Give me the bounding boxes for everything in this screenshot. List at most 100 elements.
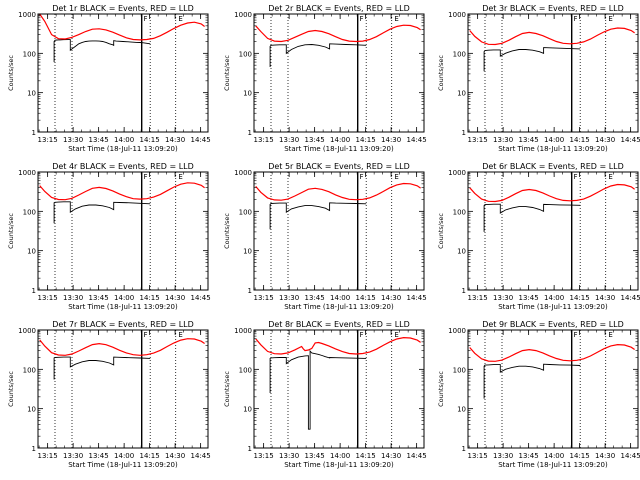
x-tick-label: 14:00 [544,452,564,460]
y-tick-label: 10 [243,90,252,98]
y-tick-label: 10 [457,406,466,414]
panel-title: Det 4r BLACK = Events, RED = LLD [52,162,194,171]
x-tick-label: 13:15 [468,294,488,302]
x-tick-label: 13:15 [38,136,58,144]
panel-det-5: Det 5r BLACK = Events, RED = LLD F E 1 10 100… [223,162,427,311]
x-tick-label: 13:30 [493,452,513,460]
y-tick-label: 100 [453,366,466,374]
x-tick-label: 13:45 [89,136,109,144]
marker-label-F: F [574,173,578,181]
x-tick-label: 13:45 [89,294,109,302]
x-axis-label: Start Time (18-Jul-11 13:09:20) [498,145,608,153]
marker-label-E: E [608,173,612,181]
marker-label-F: F [360,331,364,339]
marker-label-E: E [178,331,182,339]
x-tick-label: 13:45 [305,294,325,302]
y-tick-label: 100 [453,50,466,58]
plot-frame [253,171,425,291]
x-tick-label: 14:00 [544,136,564,144]
panel-title: Det 3r BLACK = Events, RED = LLD [482,4,624,13]
x-tick-label: 14:15 [570,294,590,302]
x-tick-label: 14:00 [114,452,134,460]
x-axis-label: Start Time (18-Jul-11 13:09:20) [68,461,178,469]
marker-label-F: F [360,173,364,181]
x-tick-label: 13:45 [519,452,539,460]
panel-det-7: Det 7r BLACK = Events, RED = LLD F E 1 10 100… [7,320,211,469]
x-tick-label: 14:15 [570,452,590,460]
x-axis-label: Start Time (18-Jul-11 13:09:20) [498,461,608,469]
panel-title: Det 9r BLACK = Events, RED = LLD [482,320,624,329]
x-tick-label: 14:00 [330,294,350,302]
x-tick-label: 14:30 [381,136,401,144]
x-tick-label: 14:45 [191,136,211,144]
x-tick-label: 14:45 [621,136,640,144]
y-tick-label: 1000 [448,169,466,177]
marker-label-F: F [574,331,578,339]
marker-label-F: F [360,15,364,23]
marker-label-F: F [144,331,148,339]
y-axis-label: Counts/sec [7,371,15,407]
x-tick-label: 14:30 [595,136,615,144]
x-tick-label: 14:15 [570,136,590,144]
panel-title: Det 1r BLACK = Events, RED = LLD [52,4,194,13]
lld-series-line [39,14,205,41]
x-tick-label: 14:45 [621,452,640,460]
plot-frame [37,171,209,291]
y-tick-label: 1000 [18,11,36,19]
marker-label-E: E [178,15,182,23]
x-tick-label: 13:15 [468,136,488,144]
x-tick-label: 13:15 [38,452,58,460]
x-tick-label: 14:45 [407,136,427,144]
x-tick-label: 14:15 [356,136,376,144]
marker-label-E: E [608,331,612,339]
x-tick-label: 14:45 [621,294,640,302]
x-tick-label: 14:00 [544,294,564,302]
x-tick-label: 14:30 [381,294,401,302]
lld-series-line [469,343,635,362]
x-tick-label: 14:00 [114,136,134,144]
y-tick-label: 1000 [448,11,466,19]
x-tick-label: 13:45 [89,452,109,460]
lld-series-line [39,182,205,201]
y-tick-label: 10 [457,248,466,256]
x-axis-label: Start Time (18-Jul-11 13:09:20) [68,145,178,153]
panel-det-3: Det 3r BLACK = Events, RED = LLD F E 1 10 100… [437,4,640,153]
plot-frame [467,13,639,133]
events-series-line [269,202,367,230]
plot-frame [467,171,639,291]
y-axis-label: Counts/sec [223,213,231,249]
x-axis-label: Start Time (18-Jul-11 13:09:20) [284,303,394,311]
panel-title: Det 8r BLACK = Events, RED = LLD [268,320,410,329]
lld-series-line [469,27,635,46]
y-tick-label: 100 [23,50,36,58]
panel-det-2: Det 2r BLACK = Events, RED = LLD F E 1 10 100… [223,4,427,153]
x-tick-label: 13:15 [468,452,488,460]
plot-frame [253,329,425,449]
plot-frame [467,329,639,449]
y-tick-label: 1000 [18,327,36,335]
marker-label-F: F [144,173,148,181]
marker-label-E: E [178,173,182,181]
y-tick-label: 1000 [448,327,466,335]
x-tick-label: 14:30 [165,136,185,144]
y-tick-label: 1000 [234,169,252,177]
events-series-line [269,43,367,67]
y-tick-label: 100 [453,208,466,216]
x-tick-label: 14:15 [140,136,160,144]
lld-series-line [255,182,421,201]
y-tick-label: 100 [23,366,36,374]
y-axis-label: Counts/sec [7,55,15,91]
x-tick-label: 14:15 [356,452,376,460]
plot-frame [37,329,209,449]
y-tick-label: 1 [32,445,36,453]
events-series-line [53,201,151,224]
events-series-line [53,39,151,63]
x-tick-label: 13:45 [305,452,325,460]
x-tick-label: 13:45 [519,136,539,144]
panel-title: Det 5r BLACK = Events, RED = LLD [268,162,410,171]
y-tick-label: 10 [243,406,252,414]
y-tick-label: 100 [239,366,252,374]
x-axis-label: Start Time (18-Jul-11 13:09:20) [284,461,394,469]
y-axis-label: Counts/sec [437,213,445,249]
